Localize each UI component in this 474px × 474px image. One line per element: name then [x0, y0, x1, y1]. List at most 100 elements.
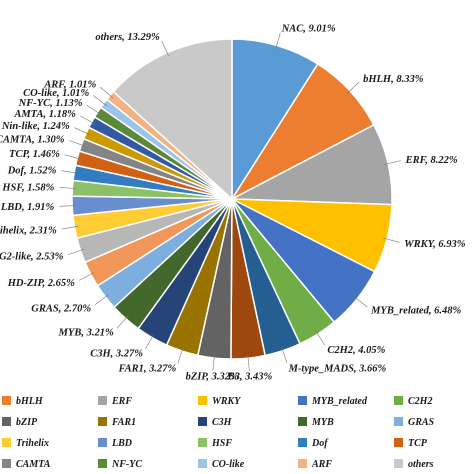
legend-entry-tcp: TCP — [394, 438, 428, 449]
leader-line-arf — [99, 86, 114, 99]
leader-line-tcp — [64, 154, 82, 160]
leader-line-nac — [275, 32, 281, 50]
leader-line-myb — [116, 315, 129, 329]
legend-label-hsf: HSF — [211, 438, 232, 449]
leader-line-hsf — [59, 187, 77, 189]
legend-label-bhlh: bHLH — [16, 396, 44, 407]
legend-entry-co-like: CO-like — [198, 459, 245, 470]
leader-line-c2h2 — [315, 330, 325, 346]
legend-swatch-dof — [298, 438, 307, 447]
legend-entry-others: others — [394, 459, 434, 470]
legend-swatch-gras — [394, 417, 403, 426]
legend-entry-erf: ERF — [98, 396, 132, 407]
legend-entry-lbd: LBD — [98, 438, 132, 449]
legend-swatch-co-like — [198, 459, 207, 468]
slice-label-lbd: LBD, 1.91% — [0, 202, 54, 213]
legend-label-bzip: bZIP — [16, 417, 38, 428]
legend-entry-camta: CAMTA — [2, 459, 51, 470]
slice-label-myb-related: MYB_related, 6.48% — [370, 306, 461, 317]
legend-swatch-myb — [298, 417, 307, 426]
legend-entry-nf-yc: NF-YC — [98, 459, 142, 470]
legend-swatch-wrky — [198, 396, 207, 405]
legend-entry-far1: FAR1 — [98, 417, 136, 428]
leader-line-m-type-mads — [281, 346, 288, 364]
slice-label-bzip: bZIP, 3.32% — [186, 371, 239, 382]
legend-entry-arf: ARF — [298, 459, 332, 470]
legend-label-trihelix: Trihelix — [16, 438, 49, 449]
legend-entry-dof: Dof — [298, 438, 329, 449]
leader-line-wrky — [382, 237, 400, 243]
legend-swatch-far1 — [98, 417, 107, 426]
slice-label-nf-yc: NF-YC, 1.13% — [18, 98, 83, 109]
slice-label-amta: AMTA, 1.18% — [13, 109, 76, 120]
legend-swatch-camta — [2, 459, 11, 468]
legend-entry-bhlh: bHLH — [2, 396, 44, 407]
leader-line-erf — [384, 160, 401, 165]
legend-swatch-erf — [98, 396, 107, 405]
legend-label-lbd: LBD — [111, 438, 132, 449]
leader-line-gras — [94, 294, 109, 306]
legend-label-c2h2: C2H2 — [408, 396, 432, 407]
legend-swatch-hsf — [198, 438, 207, 447]
legend-label-arf: ARF — [311, 459, 332, 470]
legend-swatch-arf — [298, 459, 307, 468]
legend-label-co-like: CO-like — [212, 459, 245, 470]
slice-label-c3h: C3H, 3.27% — [90, 349, 143, 360]
slice-label-hd-zip: HD-ZIP, 2.65% — [7, 278, 75, 289]
legend-entry-bzip: bZIP — [2, 417, 38, 428]
slice-label-gras: GRAS, 2.70% — [31, 303, 91, 314]
slice-label-tcp: TCP, 1.46% — [9, 149, 60, 160]
leader-line-nin-like — [74, 127, 91, 135]
leader-line-bhlh — [346, 81, 360, 94]
legend-label-others: others — [408, 459, 434, 470]
slice-label-far1: FAR1, 3.27% — [118, 364, 177, 375]
legend-entry-trihelix: Trihelix — [2, 438, 49, 449]
pie-slices — [71, 38, 393, 360]
legend: bHLH ERF WRKY MYB_related C2H2 bZIP FAR1 C3H MYB… — [2, 396, 435, 470]
legend-swatch-tcp — [394, 438, 403, 447]
legend-swatch-nf-yc — [98, 459, 107, 468]
leader-line-bzip — [212, 353, 215, 371]
legend-label-c3h: C3H — [212, 417, 233, 428]
leader-line-co-like — [93, 95, 108, 107]
legend-label-gras: GRAS — [408, 417, 435, 428]
legend-label-wrky: WRKY — [212, 396, 241, 407]
leader-line-g2-like — [68, 248, 85, 255]
legend-label-camta: CAMTA — [16, 459, 51, 470]
leader-line-dof — [61, 170, 79, 174]
leader-line-lbd — [59, 205, 77, 207]
slice-label-wrky: WRKY, 6.93% — [404, 239, 465, 250]
slice-label-g2-like: G2-like, 2.53% — [0, 252, 64, 263]
leader-line-nf-yc — [86, 104, 102, 115]
slice-label-nac: NAC, 9.01% — [281, 24, 336, 35]
legend-entry-wrky: WRKY — [198, 396, 241, 407]
slice-label-dof: Dof, 1.52% — [7, 165, 57, 176]
slice-label-arf: ARF, 1.01% — [43, 79, 96, 90]
legend-swatch-trihelix — [2, 438, 11, 447]
leader-lines — [59, 32, 401, 372]
leader-line-c3h — [145, 333, 155, 349]
slice-label-c2h2: C2H2, 4.05% — [327, 345, 385, 356]
slice-label-others: others, 13.29% — [95, 32, 160, 43]
legend-label-erf: ERF — [111, 396, 132, 407]
leader-line-others — [161, 40, 169, 57]
legend-label-myb: MYB — [311, 417, 334, 428]
slice-label-nin-like: Nin-like, 1.24% — [1, 121, 70, 132]
legend-swatch-myb-related — [298, 396, 307, 405]
legend-label-nf-yc: NF-YC — [111, 459, 142, 470]
legend-label-tcp: TCP — [408, 438, 428, 449]
slice-label-camta: CAMTA, 1.30% — [0, 134, 65, 145]
leader-line-trihelix — [61, 225, 79, 230]
leader-line-amta — [80, 115, 96, 125]
legend-label-far1: FAR1 — [111, 417, 136, 428]
slice-label-bhlh: bHLH, 8.33% — [363, 74, 424, 85]
legend-entry-myb: MYB — [298, 417, 334, 428]
legend-label-dof: Dof — [311, 438, 329, 449]
slice-label-erf: ERF, 8.22% — [405, 155, 458, 166]
leader-line-far1 — [177, 347, 184, 364]
legend-swatch-others — [394, 459, 403, 468]
legend-entry-c3h: C3H — [198, 417, 233, 428]
legend-entry-myb-related: MYB_related — [298, 396, 368, 407]
legend-entry-c2h2: C2H2 — [394, 396, 432, 407]
